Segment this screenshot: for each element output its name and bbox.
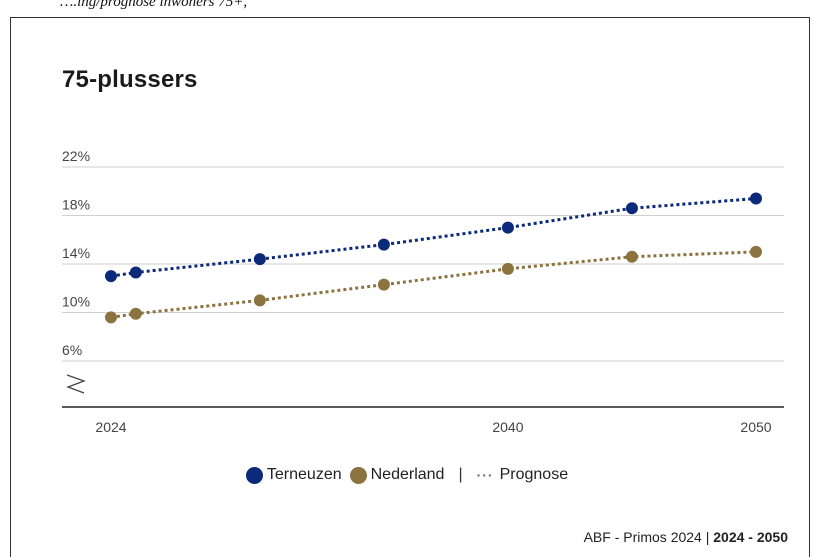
source-note: ABF - Primos 2024 | 2024 - 2050 — [584, 529, 788, 545]
data-point-nederland — [253, 294, 266, 307]
data-point-terneuzen — [750, 192, 762, 205]
y-tick-label: 14% — [62, 245, 90, 261]
legend-item-terneuzen[interactable]: Terneuzen — [245, 466, 342, 484]
data-point-terneuzen — [253, 253, 266, 266]
y-tick-label: 18% — [62, 197, 90, 213]
legend-label-nederland: Nederland — [370, 466, 445, 483]
data-point-nederland — [501, 262, 514, 275]
data-point-terneuzen — [625, 202, 638, 215]
source-text: ABF - Primos 2024 | — [583, 529, 714, 545]
legend-item-nederland[interactable]: Nederland — [349, 466, 445, 484]
x-tick-label: 2050 — [740, 419, 771, 435]
source-range: 2024 - 2050 — [713, 529, 788, 545]
dotted-line-icon: ··· — [476, 467, 494, 483]
chart-title: 75-plussers — [62, 66, 198, 93]
x-tick-label: 2040 — [492, 419, 523, 435]
data-point-nederland — [377, 278, 390, 291]
legend-separator: | — [458, 466, 463, 483]
y-tick-label: 10% — [62, 294, 90, 310]
legend-item-prognose: ··· Prognose — [477, 466, 569, 484]
legend-marker-nederland — [349, 466, 367, 484]
y-tick-label: 6% — [62, 342, 82, 358]
data-point-terneuzen — [377, 238, 390, 251]
x-tick-label: 2024 — [95, 419, 126, 435]
data-point-nederland — [625, 250, 638, 263]
data-point-terneuzen — [501, 221, 514, 234]
data-point-nederland — [750, 245, 762, 258]
y-tick-label: 22% — [62, 148, 90, 164]
legend-marker-terneuzen — [245, 466, 263, 484]
data-point-terneuzen — [129, 266, 142, 279]
data-point-terneuzen — [105, 270, 117, 283]
data-point-nederland — [129, 307, 142, 320]
top-caption: ….ing/prognose inwoners 75+, — [60, 0, 248, 10]
legend-label-terneuzen: Terneuzen — [266, 466, 342, 483]
chart-card — [10, 17, 810, 557]
axis-break-icon — [66, 374, 86, 394]
legend-label-prognose: Prognose — [499, 466, 569, 483]
data-point-nederland — [105, 311, 117, 324]
series-line-nederland — [110, 250, 757, 319]
legend: Terneuzen Nederland | ··· Prognose — [0, 466, 814, 484]
